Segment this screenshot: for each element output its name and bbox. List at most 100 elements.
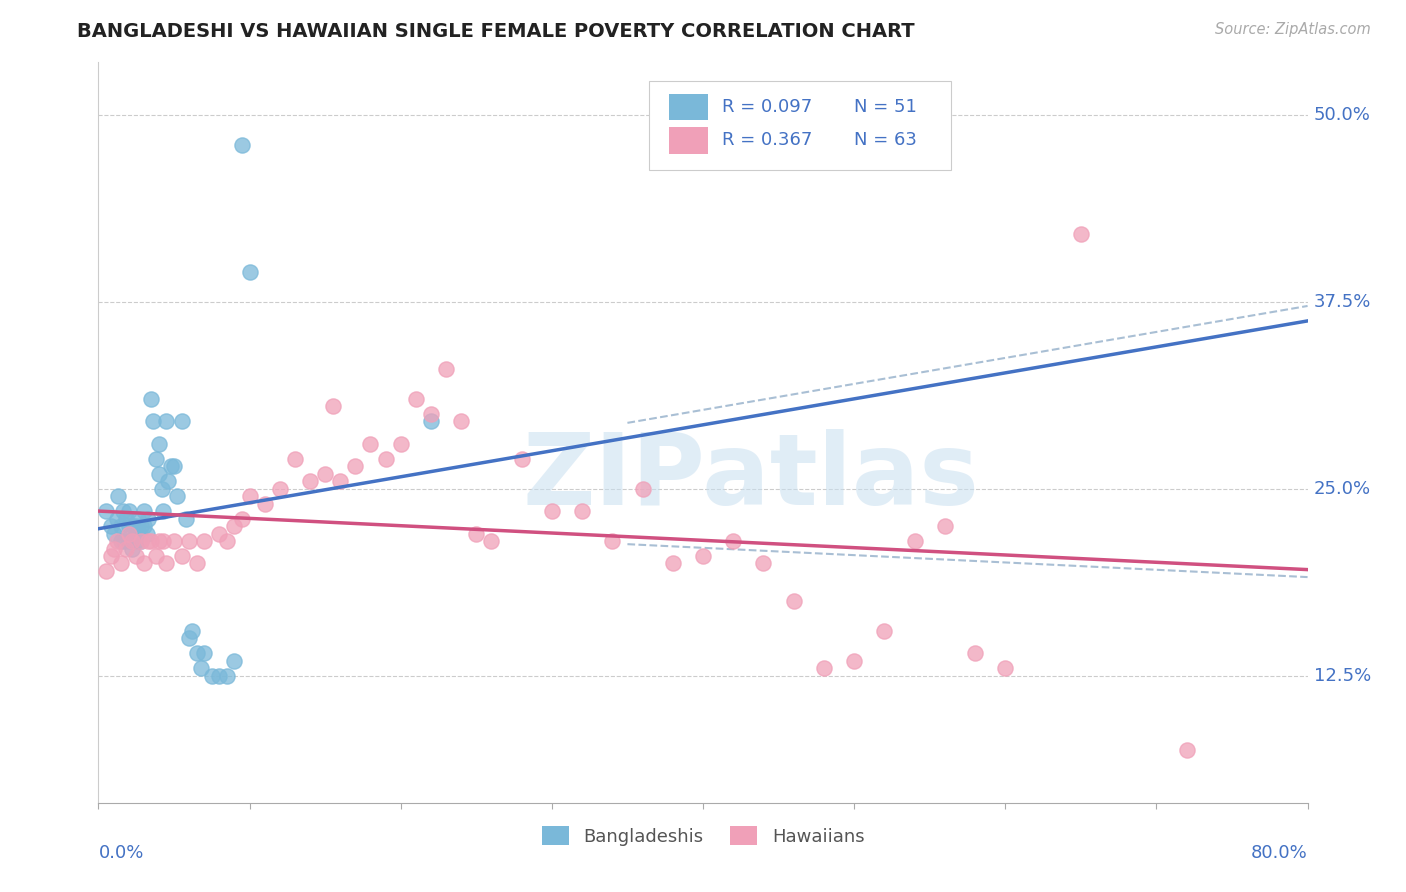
Point	[934, 519, 956, 533]
Point	[94, 504, 117, 518]
Point	[132, 504, 155, 518]
Point	[142, 414, 165, 428]
Point	[994, 661, 1017, 675]
Point	[329, 474, 352, 488]
Point	[723, 534, 745, 549]
Point	[201, 668, 224, 682]
Point	[145, 451, 167, 466]
Point	[156, 474, 179, 488]
Point	[360, 437, 382, 451]
Point	[118, 504, 141, 518]
Point	[128, 526, 150, 541]
Point	[344, 459, 367, 474]
Point	[186, 557, 208, 571]
Point	[163, 534, 186, 549]
Point	[103, 541, 125, 556]
Point	[129, 519, 152, 533]
Point	[190, 661, 212, 675]
Point	[374, 451, 396, 466]
Point	[434, 362, 457, 376]
Point	[1070, 227, 1092, 242]
Point	[145, 549, 167, 563]
Point	[114, 511, 136, 525]
Point	[121, 534, 143, 549]
Text: ZIPatlas: ZIPatlas	[523, 428, 980, 525]
Text: R = 0.367: R = 0.367	[723, 131, 813, 149]
Point	[110, 519, 132, 533]
Point	[127, 511, 149, 525]
Point	[481, 534, 503, 549]
Text: 12.5%: 12.5%	[1313, 666, 1371, 685]
Point	[110, 534, 132, 549]
Point	[193, 646, 215, 660]
Point	[122, 519, 145, 533]
Point	[844, 654, 866, 668]
Point	[125, 519, 148, 533]
Point	[148, 467, 170, 481]
Point	[150, 482, 173, 496]
Text: 80.0%: 80.0%	[1251, 844, 1308, 862]
Point	[105, 511, 128, 525]
Point	[208, 668, 231, 682]
Point	[141, 534, 163, 549]
Point	[129, 534, 152, 549]
Point	[299, 474, 322, 488]
Point	[118, 534, 141, 549]
Point	[114, 541, 136, 556]
Point	[752, 557, 775, 571]
Point	[105, 534, 128, 549]
Point	[783, 594, 806, 608]
Point	[602, 534, 624, 549]
Point	[152, 504, 174, 518]
Point	[136, 534, 159, 549]
Point	[253, 497, 276, 511]
Point	[148, 534, 170, 549]
Text: 25.0%: 25.0%	[1313, 480, 1371, 498]
Point	[155, 414, 177, 428]
Point	[284, 451, 307, 466]
Point	[135, 526, 157, 541]
Point	[170, 414, 193, 428]
FancyBboxPatch shape	[669, 127, 707, 153]
Point	[129, 534, 152, 549]
Point	[186, 646, 208, 660]
Point	[132, 519, 155, 533]
Point	[125, 549, 148, 563]
Point	[100, 519, 122, 533]
Text: 37.5%: 37.5%	[1313, 293, 1371, 310]
Text: 50.0%: 50.0%	[1313, 106, 1371, 124]
Point	[450, 414, 472, 428]
Point	[179, 632, 201, 646]
Point	[181, 624, 204, 638]
Point	[160, 459, 183, 474]
Point	[224, 519, 246, 533]
Point	[405, 392, 427, 406]
Point	[121, 541, 143, 556]
Point	[224, 654, 246, 668]
Point	[118, 519, 141, 533]
Point	[179, 534, 201, 549]
Point	[163, 459, 186, 474]
Text: Source: ZipAtlas.com: Source: ZipAtlas.com	[1215, 22, 1371, 37]
Point	[510, 451, 533, 466]
Point	[107, 489, 129, 503]
Point	[215, 668, 238, 682]
Point	[661, 557, 683, 571]
Point	[239, 489, 262, 503]
Text: BANGLADESHI VS HAWAIIAN SINGLE FEMALE POVERTY CORRELATION CHART: BANGLADESHI VS HAWAIIAN SINGLE FEMALE PO…	[77, 22, 915, 41]
Text: R = 0.097: R = 0.097	[723, 98, 813, 116]
Point	[420, 414, 443, 428]
Point	[100, 549, 122, 563]
Point	[314, 467, 336, 481]
Point	[239, 265, 262, 279]
Point	[132, 557, 155, 571]
Point	[208, 526, 231, 541]
Point	[1175, 743, 1198, 757]
Point	[111, 504, 134, 518]
Point	[873, 624, 896, 638]
Point	[571, 504, 593, 518]
Point	[389, 437, 412, 451]
Point	[322, 400, 344, 414]
FancyBboxPatch shape	[648, 81, 950, 169]
Point	[692, 549, 714, 563]
